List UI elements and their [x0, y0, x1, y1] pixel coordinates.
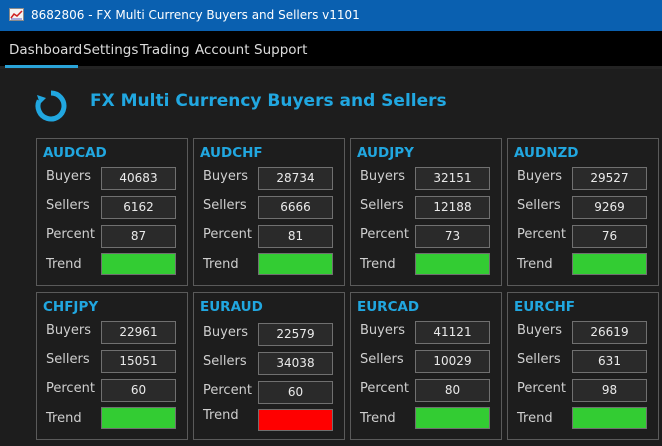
trend-label: Trend: [517, 257, 553, 272]
buyers-label: Buyers: [517, 169, 562, 184]
window-title: 8682806 - FX Multi Currency Buyers and S…: [31, 8, 360, 22]
sellers-value: 6162: [101, 196, 176, 219]
currency-panel-audjpy: AUDJPY Buyers 32151 Sellers 12188 Percent 73 Tr…: [350, 138, 502, 286]
buyers-label: Buyers: [360, 169, 405, 184]
percent-label: Percent: [46, 381, 95, 396]
currency-panel-eurcad: EURCAD Buyers 41121 Sellers 10029 Percent 80 Tr…: [350, 292, 502, 440]
sellers-label: Sellers: [203, 198, 247, 213]
percent-value: 98: [572, 379, 647, 402]
percent-value: 76: [572, 225, 647, 248]
dashboard-content: FX Multi Currency Buyers and Sellers AUD…: [0, 69, 662, 446]
sellers-label: Sellers: [517, 198, 561, 213]
sellers-value: 15051: [101, 350, 176, 373]
currency-panel-chfjpy: CHFJPY Buyers 22961 Sellers 15051 Percent 60 Tr…: [36, 292, 188, 440]
trend-indicator-up: [415, 253, 490, 275]
panel-title: CHFJPY: [43, 299, 99, 315]
percent-value: 60: [258, 381, 333, 404]
percent-value: 60: [101, 379, 176, 402]
trend-label: Trend: [46, 411, 82, 426]
buyers-value: 32151: [415, 167, 490, 190]
buyers-label: Buyers: [46, 323, 91, 338]
app-chart-icon: [9, 8, 24, 21]
trend-indicator-up: [101, 407, 176, 429]
page-title: FX Multi Currency Buyers and Sellers: [90, 91, 447, 111]
sellers-label: Sellers: [517, 352, 561, 367]
sellers-label: Sellers: [360, 352, 404, 367]
currency-panel-audchf: AUDCHF Buyers 28734 Sellers 6666 Percent 81 Tre…: [193, 138, 345, 286]
trend-label: Trend: [517, 411, 553, 426]
trend-indicator-down: [258, 409, 333, 431]
buyers-value: 22961: [101, 321, 176, 344]
sellers-label: Sellers: [360, 198, 404, 213]
sellers-label: Sellers: [46, 352, 90, 367]
trend-indicator-up: [415, 407, 490, 429]
currency-panel-audnzd: AUDNZD Buyers 29527 Sellers 9269 Percent 76 Tre…: [507, 138, 659, 286]
buyers-value: 22579: [258, 323, 333, 346]
sellers-value: 9269: [572, 196, 647, 219]
sellers-value: 6666: [258, 196, 333, 219]
buyers-label: Buyers: [360, 323, 405, 338]
sellers-value: 631: [572, 350, 647, 373]
sellers-value: 34038: [258, 352, 333, 375]
panel-title: AUDJPY: [357, 145, 414, 161]
sellers-label: Sellers: [46, 198, 90, 213]
sellers-value: 12188: [415, 196, 490, 219]
trend-indicator-up: [572, 253, 647, 275]
trend-indicator-up: [572, 407, 647, 429]
trend-indicator-up: [258, 253, 333, 275]
percent-label: Percent: [203, 383, 252, 398]
title-bar: 8682806 - FX Multi Currency Buyers and S…: [0, 0, 662, 31]
currency-panel-eurchf: EURCHF Buyers 26619 Sellers 631 Percent 98 Tren…: [507, 292, 659, 440]
trend-label: Trend: [360, 257, 396, 272]
tab-trading[interactable]: Trading: [140, 42, 190, 58]
tab-support[interactable]: Support: [254, 42, 308, 58]
buyers-value: 28734: [258, 167, 333, 190]
panel-title: EURAUD: [200, 299, 263, 315]
buyers-value: 26619: [572, 321, 647, 344]
percent-label: Percent: [360, 227, 409, 242]
currency-panel-euraud: EURAUD Buyers 22579 Sellers 34038 Percent 60 Tr…: [193, 292, 345, 440]
trend-label: Trend: [203, 408, 239, 423]
sellers-label: Sellers: [203, 354, 247, 369]
panel-title: AUDCAD: [43, 145, 107, 161]
percent-value: 80: [415, 379, 490, 402]
percent-label: Percent: [517, 381, 566, 396]
buyers-value: 41121: [415, 321, 490, 344]
panel-title: AUDCHF: [200, 145, 263, 161]
buyers-label: Buyers: [203, 169, 248, 184]
trend-label: Trend: [46, 257, 82, 272]
panel-title: EURCAD: [357, 299, 420, 315]
buyers-label: Buyers: [203, 325, 248, 340]
percent-label: Percent: [517, 227, 566, 242]
panel-title: AUDNZD: [514, 145, 579, 161]
percent-value: 73: [415, 225, 490, 248]
panel-title: EURCHF: [514, 299, 576, 315]
trend-label: Trend: [360, 411, 396, 426]
tab-dashboard[interactable]: Dashboard: [5, 42, 82, 68]
percent-label: Percent: [360, 381, 409, 396]
trend-label: Trend: [203, 257, 239, 272]
trend-indicator-up: [101, 253, 176, 275]
buyers-value: 40683: [101, 167, 176, 190]
menu-bar: Dashboard Settings Trading Account Suppo…: [0, 31, 662, 69]
buyers-label: Buyers: [517, 323, 562, 338]
percent-value: 87: [101, 225, 176, 248]
buyers-value: 29527: [572, 167, 647, 190]
tab-account[interactable]: Account: [195, 42, 250, 58]
percent-label: Percent: [46, 227, 95, 242]
percent-value: 81: [258, 225, 333, 248]
circular-arrow-icon: [34, 89, 68, 127]
buyers-label: Buyers: [46, 169, 91, 184]
tab-settings[interactable]: Settings: [83, 42, 139, 58]
sellers-value: 10029: [415, 350, 490, 373]
currency-panel-audcad: AUDCAD Buyers 40683 Sellers 6162 Percent 87 Tre…: [36, 138, 188, 286]
percent-label: Percent: [203, 227, 252, 242]
